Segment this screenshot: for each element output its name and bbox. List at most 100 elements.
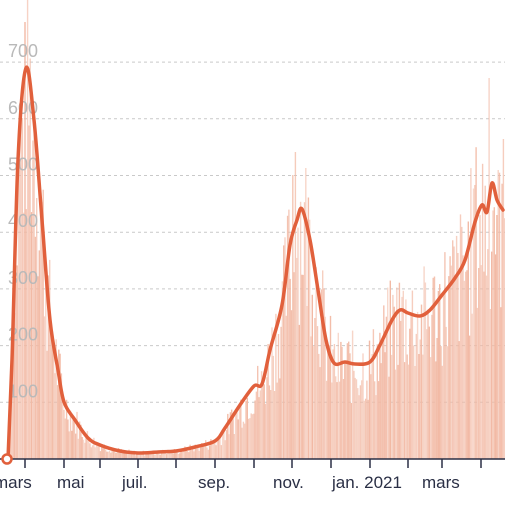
daily-bar xyxy=(353,371,354,459)
daily-bar xyxy=(221,445,222,459)
daily-bar xyxy=(239,406,240,460)
daily-bar xyxy=(405,299,406,459)
daily-bar xyxy=(152,454,153,460)
daily-bar xyxy=(304,202,305,459)
daily-bar xyxy=(277,383,278,459)
x-tick-label: jan. 2021 xyxy=(331,473,402,492)
daily-bar xyxy=(40,213,41,459)
daily-bar xyxy=(460,214,461,459)
daily-bar xyxy=(499,173,500,459)
daily-bar xyxy=(183,451,184,459)
daily-bar xyxy=(286,316,287,459)
daily-bar xyxy=(274,391,275,459)
daily-bar xyxy=(444,252,445,459)
daily-bar xyxy=(343,379,344,459)
daily-bar xyxy=(95,447,96,459)
daily-bar xyxy=(388,377,389,459)
daily-bar xyxy=(110,453,111,459)
x-tick-label: nov. xyxy=(273,473,304,492)
daily-bar xyxy=(182,452,183,459)
daily-bar xyxy=(479,215,480,459)
daily-bar xyxy=(425,283,426,460)
daily-bar xyxy=(464,281,465,459)
daily-bar xyxy=(423,266,424,459)
daily-bar xyxy=(53,349,54,459)
daily-bar xyxy=(209,446,210,459)
daily-bar xyxy=(400,321,401,459)
daily-bar xyxy=(219,437,220,459)
daily-bar xyxy=(414,366,415,459)
daily-bar xyxy=(377,344,378,459)
daily-bar xyxy=(200,448,201,460)
daily-bar xyxy=(357,388,358,459)
daily-bar xyxy=(475,147,476,459)
daily-bar xyxy=(206,448,207,460)
daily-bar xyxy=(300,202,301,459)
daily-bar xyxy=(417,312,418,459)
daily-bar xyxy=(490,309,491,459)
daily-bar xyxy=(403,291,404,459)
daily-bar xyxy=(213,443,214,459)
daily-bar xyxy=(314,318,315,459)
daily-bar xyxy=(262,380,263,459)
daily-bar xyxy=(226,430,227,459)
daily-bar xyxy=(381,363,382,459)
daily-bar xyxy=(69,431,70,459)
daily-bar xyxy=(368,400,369,459)
daily-bar xyxy=(503,139,504,459)
daily-bar xyxy=(54,373,55,459)
daily-bar xyxy=(75,434,76,459)
daily-bar xyxy=(63,410,64,459)
daily-bar xyxy=(395,370,396,459)
daily-bar xyxy=(106,452,107,459)
daily-bar xyxy=(222,434,223,459)
daily-bar xyxy=(173,453,174,459)
daily-bar xyxy=(360,385,361,459)
daily-bar xyxy=(241,428,242,459)
daily-bar xyxy=(495,254,496,459)
y-tick-label: 700 xyxy=(8,41,38,61)
daily-bar xyxy=(72,419,73,459)
daily-bar xyxy=(270,390,271,459)
daily-bar xyxy=(202,446,203,459)
daily-bar xyxy=(44,316,45,459)
daily-bar xyxy=(487,249,488,459)
daily-bar xyxy=(409,329,410,459)
daily-bar xyxy=(338,333,339,459)
daily-bar xyxy=(279,378,280,459)
daily-bar xyxy=(19,163,20,459)
daily-bar xyxy=(91,447,92,459)
y-tick-label: 500 xyxy=(8,155,38,175)
daily-bar xyxy=(413,346,414,460)
daily-bar xyxy=(84,443,85,459)
daily-bar xyxy=(299,325,300,459)
daily-bar xyxy=(443,292,444,460)
daily-bar xyxy=(234,434,235,459)
daily-bar xyxy=(426,329,427,459)
daily-bar xyxy=(352,331,353,459)
daily-bar xyxy=(179,453,180,459)
daily-bar xyxy=(258,397,259,459)
daily-bar xyxy=(384,352,385,459)
daily-bar xyxy=(251,413,252,459)
daily-bar xyxy=(235,411,236,459)
daily-bar xyxy=(408,365,409,459)
daily-bar xyxy=(477,308,478,459)
daily-bar xyxy=(375,395,376,459)
daily-bar xyxy=(158,453,159,459)
daily-bar xyxy=(148,454,149,459)
daily-bar xyxy=(371,354,372,459)
daily-bar xyxy=(243,422,244,459)
daily-bar xyxy=(273,356,274,459)
daily-bar xyxy=(451,266,452,459)
daily-bar xyxy=(70,411,71,459)
daily-bar xyxy=(312,295,313,459)
daily-bar xyxy=(378,381,379,459)
daily-bar xyxy=(37,276,38,459)
daily-bar xyxy=(212,442,213,459)
daily-bar xyxy=(204,446,205,459)
daily-bar xyxy=(383,305,384,459)
daily-bar xyxy=(481,265,482,459)
daily-bar xyxy=(316,267,317,459)
daily-bar xyxy=(470,168,471,459)
